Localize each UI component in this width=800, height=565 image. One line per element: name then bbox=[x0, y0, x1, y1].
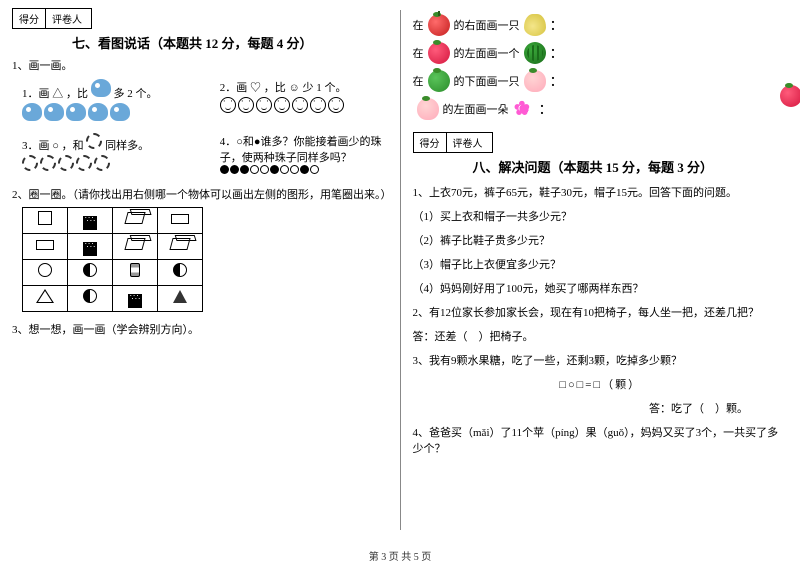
q8-1: 1、上衣70元，裤子65元，鞋子30元，帽子15元。回答下面的问题。 bbox=[413, 184, 789, 200]
sub4-text: 4．○和●谁多？你能接着画少的珠子，使两种珠子同样多吗？ bbox=[220, 133, 388, 165]
gear-icon bbox=[40, 155, 56, 171]
section-7-title: 七、看图说话（本题共 12 分，每题 4 分） bbox=[72, 33, 388, 52]
left-column: 得分 评卷人 七、看图说话（本题共 12 分，每题 4 分） 1、画一画。 1．… bbox=[0, 0, 400, 540]
score-box-8: 得分 评卷人 bbox=[413, 132, 493, 153]
halfcircle-icon bbox=[83, 289, 97, 303]
floating-radish-icon bbox=[780, 85, 800, 107]
gear-icon bbox=[86, 133, 102, 149]
gears-row bbox=[22, 155, 190, 171]
q8-2: 2、有12位家长参加家长会，现在有10把椅子，每人坐一把，还差几把？ bbox=[413, 304, 789, 320]
dice-icon: ∵∴ bbox=[83, 216, 97, 230]
smile-icon bbox=[238, 97, 254, 113]
smile-icon bbox=[310, 97, 326, 113]
grader-label: 评卷人 bbox=[46, 9, 88, 28]
smile-icon bbox=[256, 97, 272, 113]
page-footer: 第 3 页 共 5 页 bbox=[0, 548, 800, 563]
q8-1-3: （3）帽子比上衣便宜多少元？ bbox=[413, 256, 789, 272]
sub1-text: 1．画 △ ，比 多 2 个。 bbox=[22, 79, 190, 101]
q8-3-boxes: □○□=□（颗） bbox=[413, 376, 789, 392]
cuboid-icon bbox=[124, 238, 145, 250]
dice-icon: ∵∴ bbox=[128, 294, 142, 308]
cuboid-icon bbox=[124, 212, 145, 224]
cone-icon bbox=[173, 290, 187, 303]
circle-icon bbox=[38, 263, 52, 277]
shape-match-table: ∵∴ ∵∴ ∵∴ bbox=[22, 207, 203, 312]
birds-row bbox=[22, 103, 190, 121]
dice-icon: ∵∴ bbox=[83, 242, 97, 256]
smile-icon bbox=[292, 97, 308, 113]
score-box: 得分 评卷人 bbox=[12, 8, 92, 29]
sub3-text: 3．画 ○ ，和 同样多。 bbox=[22, 133, 190, 153]
q8-1-1: （1）买上衣和帽子一共多少元？ bbox=[413, 208, 789, 224]
direction-row-4: 的左面画一朵 ： bbox=[413, 98, 789, 120]
smiles-row bbox=[220, 97, 388, 113]
apple-icon bbox=[428, 14, 450, 36]
cuboid-icon bbox=[169, 238, 190, 250]
q7-1-row2: 3．画 ○ ，和 同样多。 4．○和●谁多？你能接着画少的珠子，使两种珠子同样多… bbox=[22, 133, 388, 177]
gear-icon bbox=[58, 155, 74, 171]
q7-1: 1、画一画。 bbox=[12, 58, 388, 75]
score-label: 得分 bbox=[414, 133, 447, 152]
gear-icon bbox=[22, 155, 38, 171]
worksheet-page: 得分 评卷人 七、看图说话（本题共 12 分，每题 4 分） 1、画一画。 1．… bbox=[0, 0, 800, 540]
table-row: ∵∴ bbox=[23, 234, 203, 260]
bird-icon bbox=[88, 103, 108, 121]
halfcircle-icon bbox=[83, 263, 97, 277]
beads-row bbox=[220, 165, 388, 177]
q8-3-ans: 答：吃了（ ）颗。 bbox=[413, 400, 789, 416]
q8-1-2: （2）裤子比鞋子贵多少元？ bbox=[413, 232, 789, 248]
bird-icon bbox=[22, 103, 42, 121]
q7-2: 2、圈一圈。（请你找出用右侧哪一个物体可以画出左侧的图形，用笔圈出来。） bbox=[12, 187, 388, 204]
q7-1-row1: 1．画 △ ，比 多 2 个。 2．画 ♡ ，比 ☺ 少 1 个。 bbox=[22, 79, 388, 123]
pear-icon bbox=[524, 14, 546, 36]
smile-icon bbox=[274, 97, 290, 113]
triangle-icon bbox=[36, 289, 54, 303]
gear-icon bbox=[76, 155, 92, 171]
bird-icon bbox=[44, 103, 64, 121]
green-fruit-icon bbox=[428, 70, 450, 92]
rect-icon bbox=[36, 240, 54, 250]
q8-1-4: （4）妈妈刚好用了100元，她买了哪两样东西？ bbox=[413, 280, 789, 296]
flower-icon bbox=[513, 98, 535, 120]
table-row: ∵∴ bbox=[23, 208, 203, 234]
table-row: ∵∴ bbox=[23, 286, 203, 312]
square-icon bbox=[38, 211, 52, 225]
score-label: 得分 bbox=[13, 9, 46, 28]
gear-icon bbox=[94, 155, 110, 171]
radish-icon bbox=[428, 42, 450, 64]
peach-icon bbox=[417, 98, 439, 120]
direction-row-1: 在 的右面画一只 ： bbox=[413, 14, 789, 36]
direction-row-2: 在 的左面画一个 ： bbox=[413, 42, 789, 64]
smile-icon bbox=[220, 97, 236, 113]
bird-icon bbox=[66, 103, 86, 121]
sub2-text: 2．画 ♡ ，比 ☺ 少 1 个。 bbox=[220, 79, 388, 95]
smile-icon bbox=[328, 97, 344, 113]
halfcircle-icon bbox=[173, 263, 187, 277]
direction-row-3: 在 的下面画一只 ： bbox=[413, 70, 789, 92]
bird-icon bbox=[110, 103, 130, 121]
q8-2-ans: 答：还差（ ）把椅子。 bbox=[413, 328, 789, 344]
bird-icon bbox=[91, 79, 111, 97]
section-8-title: 八、解决问题（本题共 15 分，每题 3 分） bbox=[473, 157, 789, 176]
cylinder-icon bbox=[130, 263, 140, 277]
flatbox-icon bbox=[171, 214, 189, 224]
peach-icon bbox=[524, 70, 546, 92]
table-row bbox=[23, 260, 203, 286]
q8-4: 4、爸爸买（mǎi）了11个苹（píng）果（guǒ），妈妈又买了3个，一共买了… bbox=[413, 424, 789, 456]
q7-3: 3、想一想，画一画（学会辨别方向）。 bbox=[12, 322, 388, 339]
watermelon-icon bbox=[524, 42, 546, 64]
grader-label: 评卷人 bbox=[447, 133, 489, 152]
section-8-body: 1、上衣70元，裤子65元，鞋子30元，帽子15元。回答下面的问题。 （1）买上… bbox=[413, 184, 789, 456]
q8-3: 3、我有9颗水果糖，吃了一些，还剩3颗，吃掉多少颗？ bbox=[413, 352, 789, 368]
right-column: 在 的右面画一只 ： 在 的左面画一个 ： 在 的下面画一只 ： 的左面画一朵 … bbox=[401, 0, 800, 540]
